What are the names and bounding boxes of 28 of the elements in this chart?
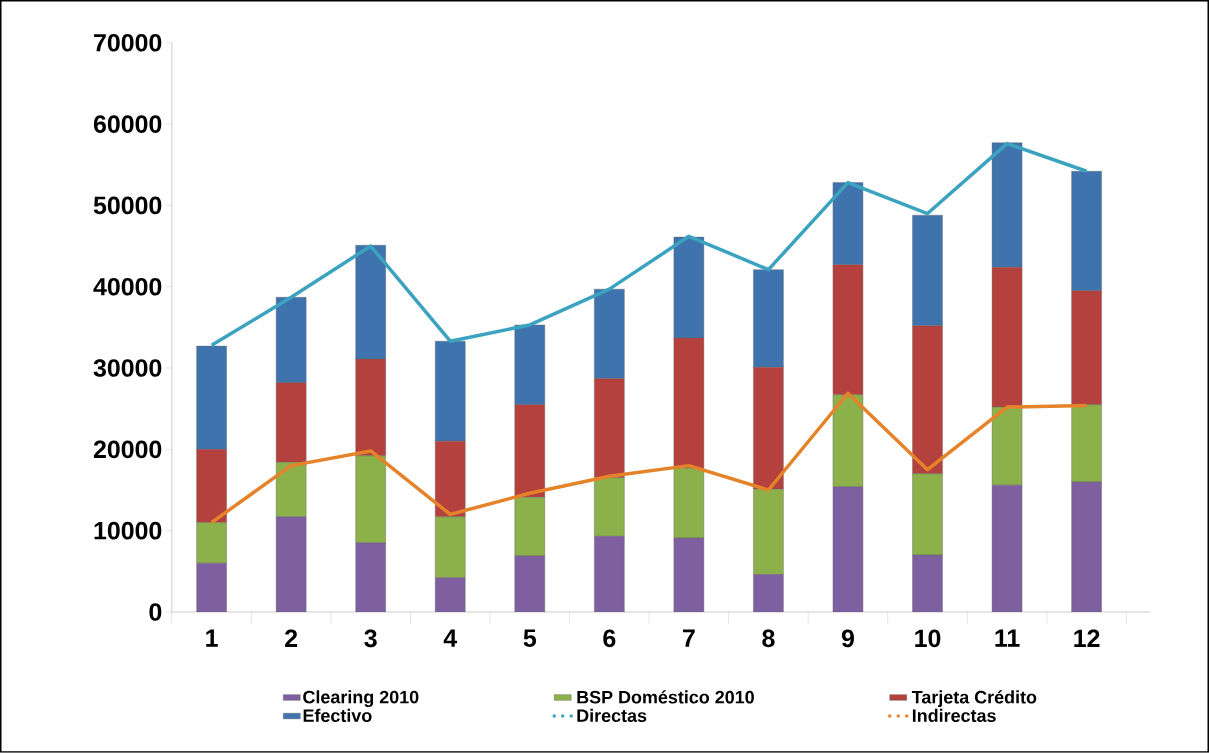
x-tick-label: 6 — [603, 629, 616, 648]
y-tick-label: 40000 — [93, 277, 162, 296]
y-tick-label: 50000 — [93, 196, 162, 215]
legend-label: Indirectas — [912, 708, 996, 723]
y-tick-label: 30000 — [93, 359, 162, 377]
y-tick-label: 10000 — [94, 521, 162, 540]
x-tick-label: 3 — [364, 629, 377, 648]
line-series — [209, 141, 1089, 348]
legend-label: Clearing 2010 — [303, 690, 419, 708]
legend-label: Tarjeta Crédito — [911, 690, 1037, 708]
x-tick-label: 2 — [285, 629, 298, 648]
line-series — [209, 391, 1089, 525]
legend-label: Efectivo — [303, 708, 372, 723]
x-tick-label: 10 — [915, 629, 941, 648]
x-tick-label: 8 — [762, 629, 775, 648]
x-tick-label: 4 — [443, 629, 458, 647]
y-tick-label: 70000 — [94, 34, 162, 52]
y-tick-label: 0 — [149, 603, 162, 621]
y-tick-label: 60000 — [93, 115, 162, 133]
legend-label: Directas — [577, 708, 647, 723]
x-tick-label: 5 — [523, 629, 537, 647]
x-tick-label: 7 — [683, 629, 695, 647]
x-tick-label: 9 — [841, 629, 854, 648]
legend-label: BSP Doméstico 2010 — [577, 690, 754, 704]
x-tick-label: 12 — [1074, 629, 1100, 648]
x-tick-label: 11 — [995, 629, 1020, 647]
x-tick-label: 1 — [206, 629, 218, 647]
y-tick-label: 20000 — [93, 440, 162, 459]
